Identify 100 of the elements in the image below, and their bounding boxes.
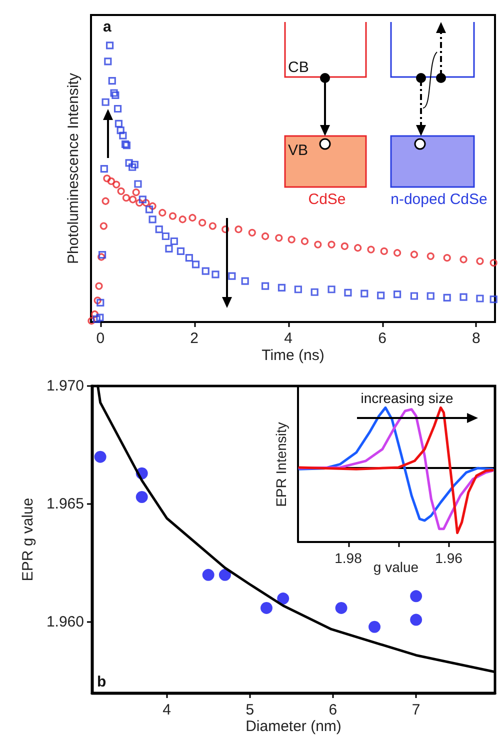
point [119, 132, 127, 140]
point [476, 257, 484, 265]
point [158, 208, 166, 217]
point [277, 592, 290, 605]
point [96, 298, 104, 306]
point [117, 187, 125, 195]
x-tick-label: 1.98 [334, 550, 362, 566]
point [134, 180, 142, 188]
point [212, 270, 220, 278]
point [94, 450, 106, 463]
point [300, 237, 309, 246]
point [241, 277, 249, 285]
point [162, 232, 170, 240]
point [114, 120, 123, 128]
point [460, 293, 468, 301]
point [380, 247, 388, 255]
point [340, 242, 348, 250]
point [335, 602, 348, 614]
point [490, 259, 498, 267]
point [490, 296, 498, 304]
point [100, 164, 108, 173]
point [202, 568, 214, 581]
point [192, 260, 200, 268]
y-tick-label: 1.965 [46, 496, 84, 513]
point [122, 194, 130, 202]
y-axis-title: EPR Intensity [273, 422, 289, 507]
point [354, 244, 362, 252]
point [138, 196, 146, 204]
point [176, 247, 185, 255]
point [94, 296, 102, 304]
x-tick-label: 6 [328, 701, 338, 718]
point [426, 252, 434, 260]
point [96, 314, 104, 322]
point [288, 236, 296, 244]
point [344, 288, 352, 296]
point [410, 590, 422, 602]
point [185, 254, 193, 262]
point [114, 104, 122, 113]
point [310, 288, 318, 296]
point [130, 160, 138, 168]
point [218, 568, 231, 581]
point [112, 91, 120, 100]
point [198, 218, 206, 227]
annotation: CdSe [308, 191, 346, 208]
x-tick-label: 7 [412, 701, 420, 718]
y-axis-title: EPR g value [20, 498, 37, 582]
annotation: b [97, 674, 106, 690]
point [410, 250, 418, 258]
y-tick-label: 1.970 [46, 378, 84, 394]
point [136, 198, 144, 207]
x-tick-label: 6 [378, 330, 386, 347]
point [112, 180, 120, 188]
point [261, 282, 270, 290]
x-tick-label: 4 [162, 701, 171, 718]
point [110, 89, 118, 97]
x-tick-label: 8 [472, 330, 480, 347]
point [125, 159, 133, 167]
point [476, 294, 484, 302]
point [328, 286, 336, 294]
point [88, 317, 96, 325]
point [393, 249, 402, 257]
point [108, 77, 116, 85]
point [393, 290, 402, 298]
point [90, 310, 99, 318]
x-tick-label: 2 [190, 330, 199, 347]
annotation: VB [288, 142, 308, 159]
point [178, 216, 186, 224]
point [104, 58, 112, 66]
point [103, 174, 111, 182]
point [165, 244, 173, 253]
point [100, 222, 108, 230]
point [360, 290, 368, 298]
point [95, 282, 103, 290]
point [367, 246, 375, 254]
annotation: increasing size [360, 390, 454, 406]
point [460, 256, 468, 264]
point [148, 202, 156, 210]
point [98, 253, 106, 261]
point [128, 163, 136, 171]
point [261, 232, 270, 240]
point [328, 240, 336, 248]
point [116, 126, 124, 134]
point [202, 267, 210, 275]
x-axis-title: Time (ns) [262, 347, 324, 364]
point [129, 196, 137, 204]
point [278, 284, 286, 292]
text: a [103, 18, 112, 36]
point [410, 292, 418, 300]
point [368, 620, 381, 633]
point [228, 272, 236, 280]
point [148, 216, 156, 224]
y-axis-title: Photoluminescence Intensity [65, 72, 82, 264]
point [102, 98, 110, 106]
point [410, 614, 422, 626]
annotation: CB [288, 59, 309, 76]
point [98, 250, 106, 259]
point [92, 315, 100, 324]
point [260, 602, 272, 614]
point [102, 197, 110, 205]
point [155, 226, 163, 234]
